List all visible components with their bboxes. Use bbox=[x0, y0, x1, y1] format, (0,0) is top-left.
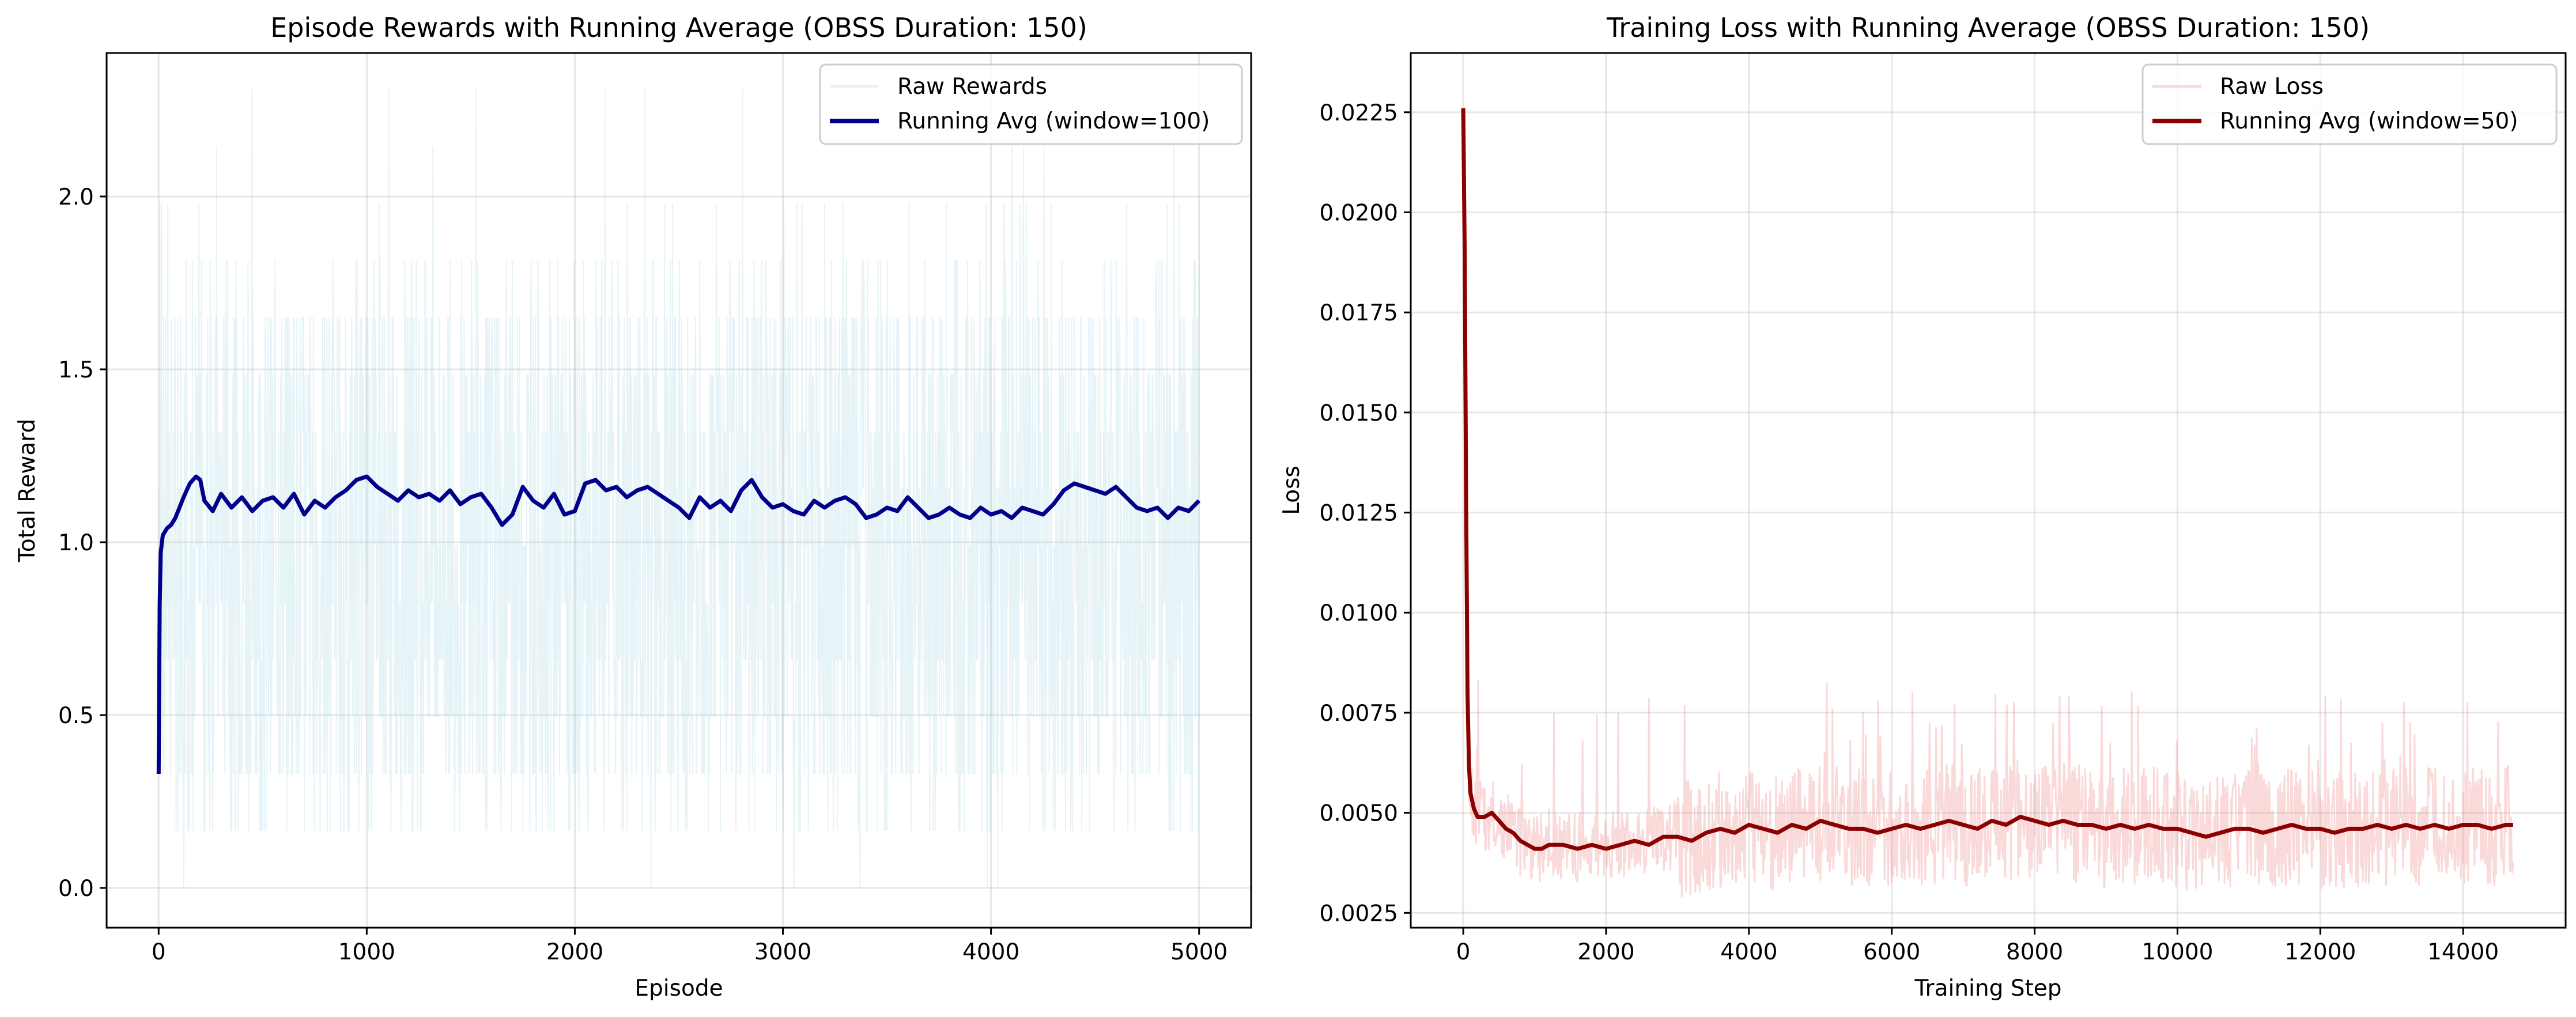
loss-y-tick-label: 0.0175 bbox=[1320, 300, 1398, 326]
loss-y-tick-label: 0.0225 bbox=[1320, 100, 1398, 126]
rewards-x-tick-label: 2000 bbox=[546, 939, 603, 965]
rewards-y-tick-label: 1.5 bbox=[58, 357, 94, 383]
rewards-y-tick-label: 0.5 bbox=[58, 703, 94, 729]
rewards-plot-area bbox=[105, 52, 1252, 929]
rewards-x-tick-label: 1000 bbox=[338, 939, 395, 965]
loss-x-tick-label: 8000 bbox=[2006, 939, 2063, 965]
loss-x-tick-label: 0 bbox=[1456, 939, 1471, 965]
loss-y-tick-label: 0.0200 bbox=[1320, 201, 1398, 226]
rewards-y-tick-label: 2.0 bbox=[58, 184, 94, 210]
rewards-legend-avg-label: Running Avg (window=100) bbox=[897, 108, 1210, 134]
loss-grid bbox=[1411, 53, 2566, 928]
rewards-grid bbox=[107, 53, 1251, 928]
loss-raw-line bbox=[1462, 129, 2514, 898]
rewards-legend-raw-label: Raw Rewards bbox=[897, 74, 1047, 100]
loss-y-ticks: 0.0025 0.0050 0.0075 0.0100 0.0125 0.0150 0.01… bbox=[1320, 100, 1411, 927]
loss-y-tick-label: 0.0025 bbox=[1320, 901, 1398, 927]
rewards-axes-frame bbox=[105, 52, 1252, 929]
rewards-x-tick-label: 0 bbox=[152, 939, 166, 965]
loss-x-tick-label: 12000 bbox=[2284, 939, 2356, 965]
rewards-chart-title: Episode Rewards with Running Average (OB… bbox=[270, 12, 1087, 43]
loss-legend: Raw Loss Running Avg (window=50) bbox=[2141, 63, 2558, 145]
rewards-raw-line bbox=[158, 89, 1200, 889]
loss-y-axis-label: Loss bbox=[1279, 466, 1305, 515]
loss-running-avg-line bbox=[1461, 108, 2513, 851]
loss-y-tick-label: 0.0050 bbox=[1320, 801, 1398, 827]
loss-x-tick-label: 2000 bbox=[1577, 939, 1634, 965]
rewards-x-tick-label: 3000 bbox=[754, 939, 811, 965]
loss-x-ticks: 0 2000 4000 6000 8000 10000 12000 14000 bbox=[1456, 928, 2499, 965]
rewards-chart: Episode Rewards with Running Average (OB… bbox=[14, 12, 1252, 1001]
loss-y-tick-label: 0.0100 bbox=[1320, 600, 1398, 626]
loss-chart-title: Training Loss with Running Average (OBSS… bbox=[1606, 12, 2370, 43]
loss-plot-area bbox=[1410, 52, 2567, 929]
rewards-x-tick-label: 5000 bbox=[1170, 939, 1227, 965]
loss-axes-frame bbox=[1410, 52, 2567, 929]
rewards-legend-box bbox=[819, 63, 1243, 145]
loss-legend-raw-label: Raw Loss bbox=[2220, 74, 2324, 100]
loss-chart: Training Loss with Running Average (OBSS… bbox=[1279, 12, 2567, 1001]
rewards-data-layer bbox=[156, 89, 1201, 889]
loss-y-tick-label: 0.0125 bbox=[1320, 501, 1398, 527]
rewards-y-axis-label: Total Reward bbox=[14, 419, 40, 563]
rewards-y-tick-label: 1.0 bbox=[58, 530, 94, 556]
loss-legend-box bbox=[2141, 63, 2558, 145]
loss-legend-avg-label: Running Avg (window=50) bbox=[2220, 108, 2518, 134]
loss-x-tick-label: 10000 bbox=[2141, 939, 2213, 965]
loss-x-tick-label: 6000 bbox=[1863, 939, 1920, 965]
loss-data-layer bbox=[1461, 108, 2514, 898]
rewards-x-axis-label: Episode bbox=[634, 976, 723, 1001]
rewards-y-ticks: 0.0 0.5 1.0 1.5 2.0 bbox=[58, 184, 107, 902]
rewards-x-ticks: 0 1000 2000 3000 4000 5000 bbox=[152, 928, 1227, 965]
rewards-legend: Raw Rewards Running Avg (window=100) bbox=[819, 63, 1243, 145]
loss-x-tick-label: 4000 bbox=[1720, 939, 1777, 965]
loss-y-tick-label: 0.0075 bbox=[1320, 701, 1398, 727]
loss-y-tick-label: 0.0150 bbox=[1320, 400, 1398, 426]
rewards-running-avg-line bbox=[156, 474, 1201, 774]
loss-x-axis-label: Training Step bbox=[1914, 976, 2061, 1001]
rewards-x-tick-label: 4000 bbox=[962, 939, 1019, 965]
loss-x-tick-label: 14000 bbox=[2427, 939, 2499, 965]
rewards-y-tick-label: 0.0 bbox=[58, 876, 94, 902]
